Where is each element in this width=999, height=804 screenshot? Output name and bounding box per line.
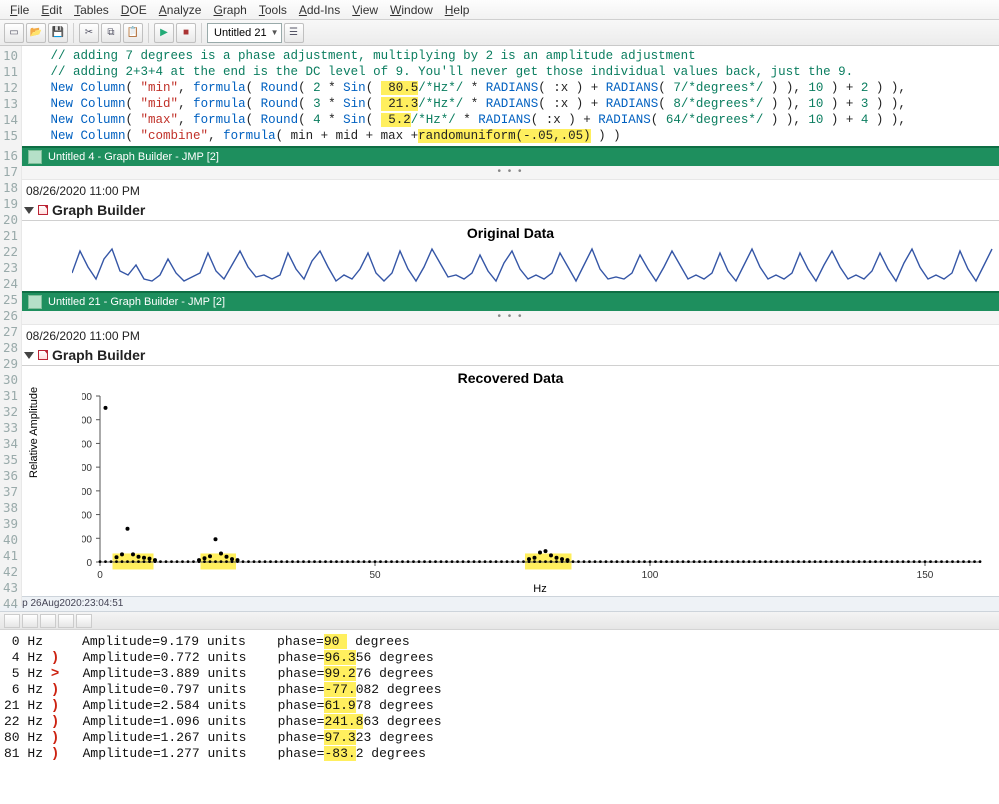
chart1-plot: 15 [22, 245, 999, 291]
tb-save-icon[interactable]: 💾 [48, 23, 68, 43]
chart2-plot: Relative Amplitude 050010001500200025003… [22, 390, 999, 596]
svg-text:1500: 1500 [82, 487, 92, 498]
menu-window[interactable]: Window [384, 3, 439, 17]
tb-copy-icon[interactable]: ⧉ [101, 23, 121, 43]
svg-text:2500: 2500 [82, 439, 92, 450]
graph-builder-title: Graph Builder [52, 202, 145, 218]
snap-btn[interactable] [40, 614, 56, 628]
menu-file[interactable]: File [4, 3, 35, 17]
chart1-title: Original Data [22, 221, 999, 245]
tb-new-icon[interactable]: ▭ [4, 23, 24, 43]
menu-view[interactable]: View [346, 3, 384, 17]
window2-handle[interactable]: • • • [22, 311, 999, 325]
svg-text:1000: 1000 [82, 511, 92, 522]
tb-book-icon[interactable]: ☰ [284, 23, 304, 43]
window1-titlebar[interactable]: Untitled 4 - Graph Builder - JMP [2] [22, 146, 999, 166]
svg-text:3500: 3500 [82, 392, 92, 403]
window1-timestamp: 08/26/2020 11:00 PM [22, 180, 999, 202]
window2-timestamp: 08/26/2020 11:00 PM [22, 325, 999, 347]
menu-analyze[interactable]: Analyze [153, 3, 208, 17]
snap-btn[interactable] [22, 614, 38, 628]
svg-text:3000: 3000 [82, 416, 92, 427]
chart2-svg: 0 500 1000 1500 2000 2500 3000 3500 0 50 100 150 Hz [82, 390, 992, 596]
chevron-down-icon: ▼ [271, 28, 279, 37]
line-gutter: 10 11 12 13 14 15 [0, 46, 22, 146]
script-editor: 10 11 12 13 14 15 // adding 7 degrees is… [0, 46, 999, 146]
chart2-ylabel: Relative Amplitude [28, 387, 40, 478]
jmp-window-icon [28, 295, 42, 309]
tb-cut-icon[interactable]: ✂ [79, 23, 99, 43]
window2-title: Untitled 21 - Graph Builder - JMP [2] [48, 296, 225, 308]
menu-bar: FileEditTablesDOEAnalyzeGraphToolsAdd-In… [0, 0, 999, 20]
svg-text:0: 0 [86, 558, 92, 569]
menu-help[interactable]: Help [439, 3, 476, 17]
script-combo-label: Untitled 21 [214, 27, 267, 39]
menu-add-ins[interactable]: Add-Ins [293, 3, 346, 17]
svg-text:Hz: Hz [533, 583, 546, 595]
disclosure-icon[interactable] [24, 207, 34, 214]
snap-toolbar [0, 612, 999, 630]
toolbar: ▭ 📂 💾 ✂ ⧉ 📋 ▶ ■ Untitled 21 ▼ ☰ [0, 20, 999, 46]
chart2-title: Recovered Data [22, 366, 999, 390]
svg-text:2000: 2000 [82, 463, 92, 474]
menu-doe[interactable]: DOE [115, 3, 153, 17]
tb-run-icon[interactable]: ▶ [154, 23, 174, 43]
menu-tools[interactable]: Tools [253, 3, 293, 17]
script-combo[interactable]: Untitled 21 ▼ [207, 23, 282, 43]
code-content[interactable]: // adding 7 degrees is a phase adjustmen… [22, 46, 999, 146]
snap-label: snap 26Aug2020:23:04:51 [6, 598, 123, 609]
svg-text:500: 500 [82, 534, 92, 545]
menu-tables[interactable]: Tables [68, 3, 115, 17]
results-output: 0 Hz Amplitude=9.179 units phase=90 degr… [0, 630, 999, 762]
tb-open-icon[interactable]: 📂 [26, 23, 46, 43]
snap-bar: snap 26Aug2020:23:04:51 [0, 596, 999, 612]
svg-text:150: 150 [917, 570, 934, 581]
tb-stop-icon[interactable]: ■ [176, 23, 196, 43]
red-triangle-icon[interactable] [38, 205, 48, 215]
svg-text:50: 50 [369, 570, 381, 581]
window1-handle[interactable]: • • • [22, 166, 999, 180]
window2-titlebar[interactable]: Untitled 21 - Graph Builder - JMP [2] [22, 291, 999, 311]
svg-text:100: 100 [642, 570, 659, 581]
tb-paste-icon[interactable]: 📋 [123, 23, 143, 43]
snap-btn[interactable] [4, 614, 20, 628]
menu-edit[interactable]: Edit [35, 3, 68, 17]
snap-btn[interactable] [76, 614, 92, 628]
graph-builder-header-1: Graph Builder [22, 202, 999, 221]
line-gutter-cont: 16 17 18 19 20 21 22 23 24 25 26 27 28 2… [0, 146, 22, 606]
snap-btn[interactable] [58, 614, 74, 628]
svg-text:0: 0 [97, 570, 103, 581]
disclosure-icon[interactable] [24, 352, 34, 359]
menu-graph[interactable]: Graph [207, 3, 252, 17]
jmp-window-icon [28, 150, 42, 164]
red-triangle-icon[interactable] [38, 350, 48, 360]
graph-builder-title: Graph Builder [52, 347, 145, 363]
graph-builder-header-2: Graph Builder [22, 347, 999, 366]
window1-title: Untitled 4 - Graph Builder - JMP [2] [48, 151, 219, 163]
chart1-svg: 15 [72, 245, 997, 291]
